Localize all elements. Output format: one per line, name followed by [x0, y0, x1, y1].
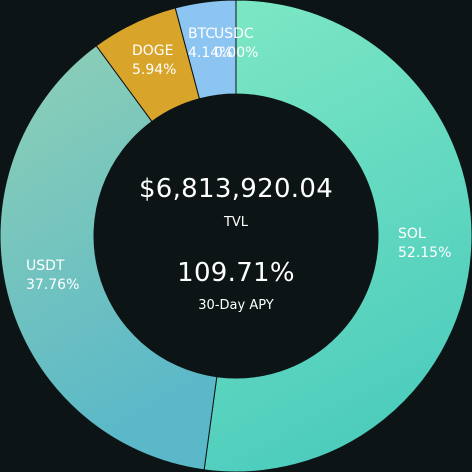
slice-percent-sol: 52.15%: [398, 245, 451, 261]
tvl-label: TVL: [223, 215, 249, 230]
slice-percent-btc: 4.14%: [188, 45, 232, 61]
slice-label-usdt: USDT: [26, 258, 65, 274]
slice-btc[interactable]: [174, 0, 237, 100]
apy-label: 30-Day APY: [198, 298, 274, 313]
slice-label-btc: BTC: [188, 26, 215, 42]
slice-percent-usdt: 37.76%: [26, 277, 79, 293]
slice-usdt[interactable]: [0, 45, 218, 471]
slice-label-usdc: USDC: [214, 26, 254, 42]
slice-sol[interactable]: [203, 0, 472, 472]
slice-label-doge: DOGE: [132, 43, 174, 59]
slice-label-sol: SOL: [398, 226, 426, 242]
slice-percent-usdc: 0.00%: [214, 45, 258, 61]
tvl-value: $6,813,920.04: [138, 174, 334, 204]
slice-percent-doge: 5.94%: [132, 62, 176, 78]
apy-value: 109.71%: [177, 258, 295, 288]
